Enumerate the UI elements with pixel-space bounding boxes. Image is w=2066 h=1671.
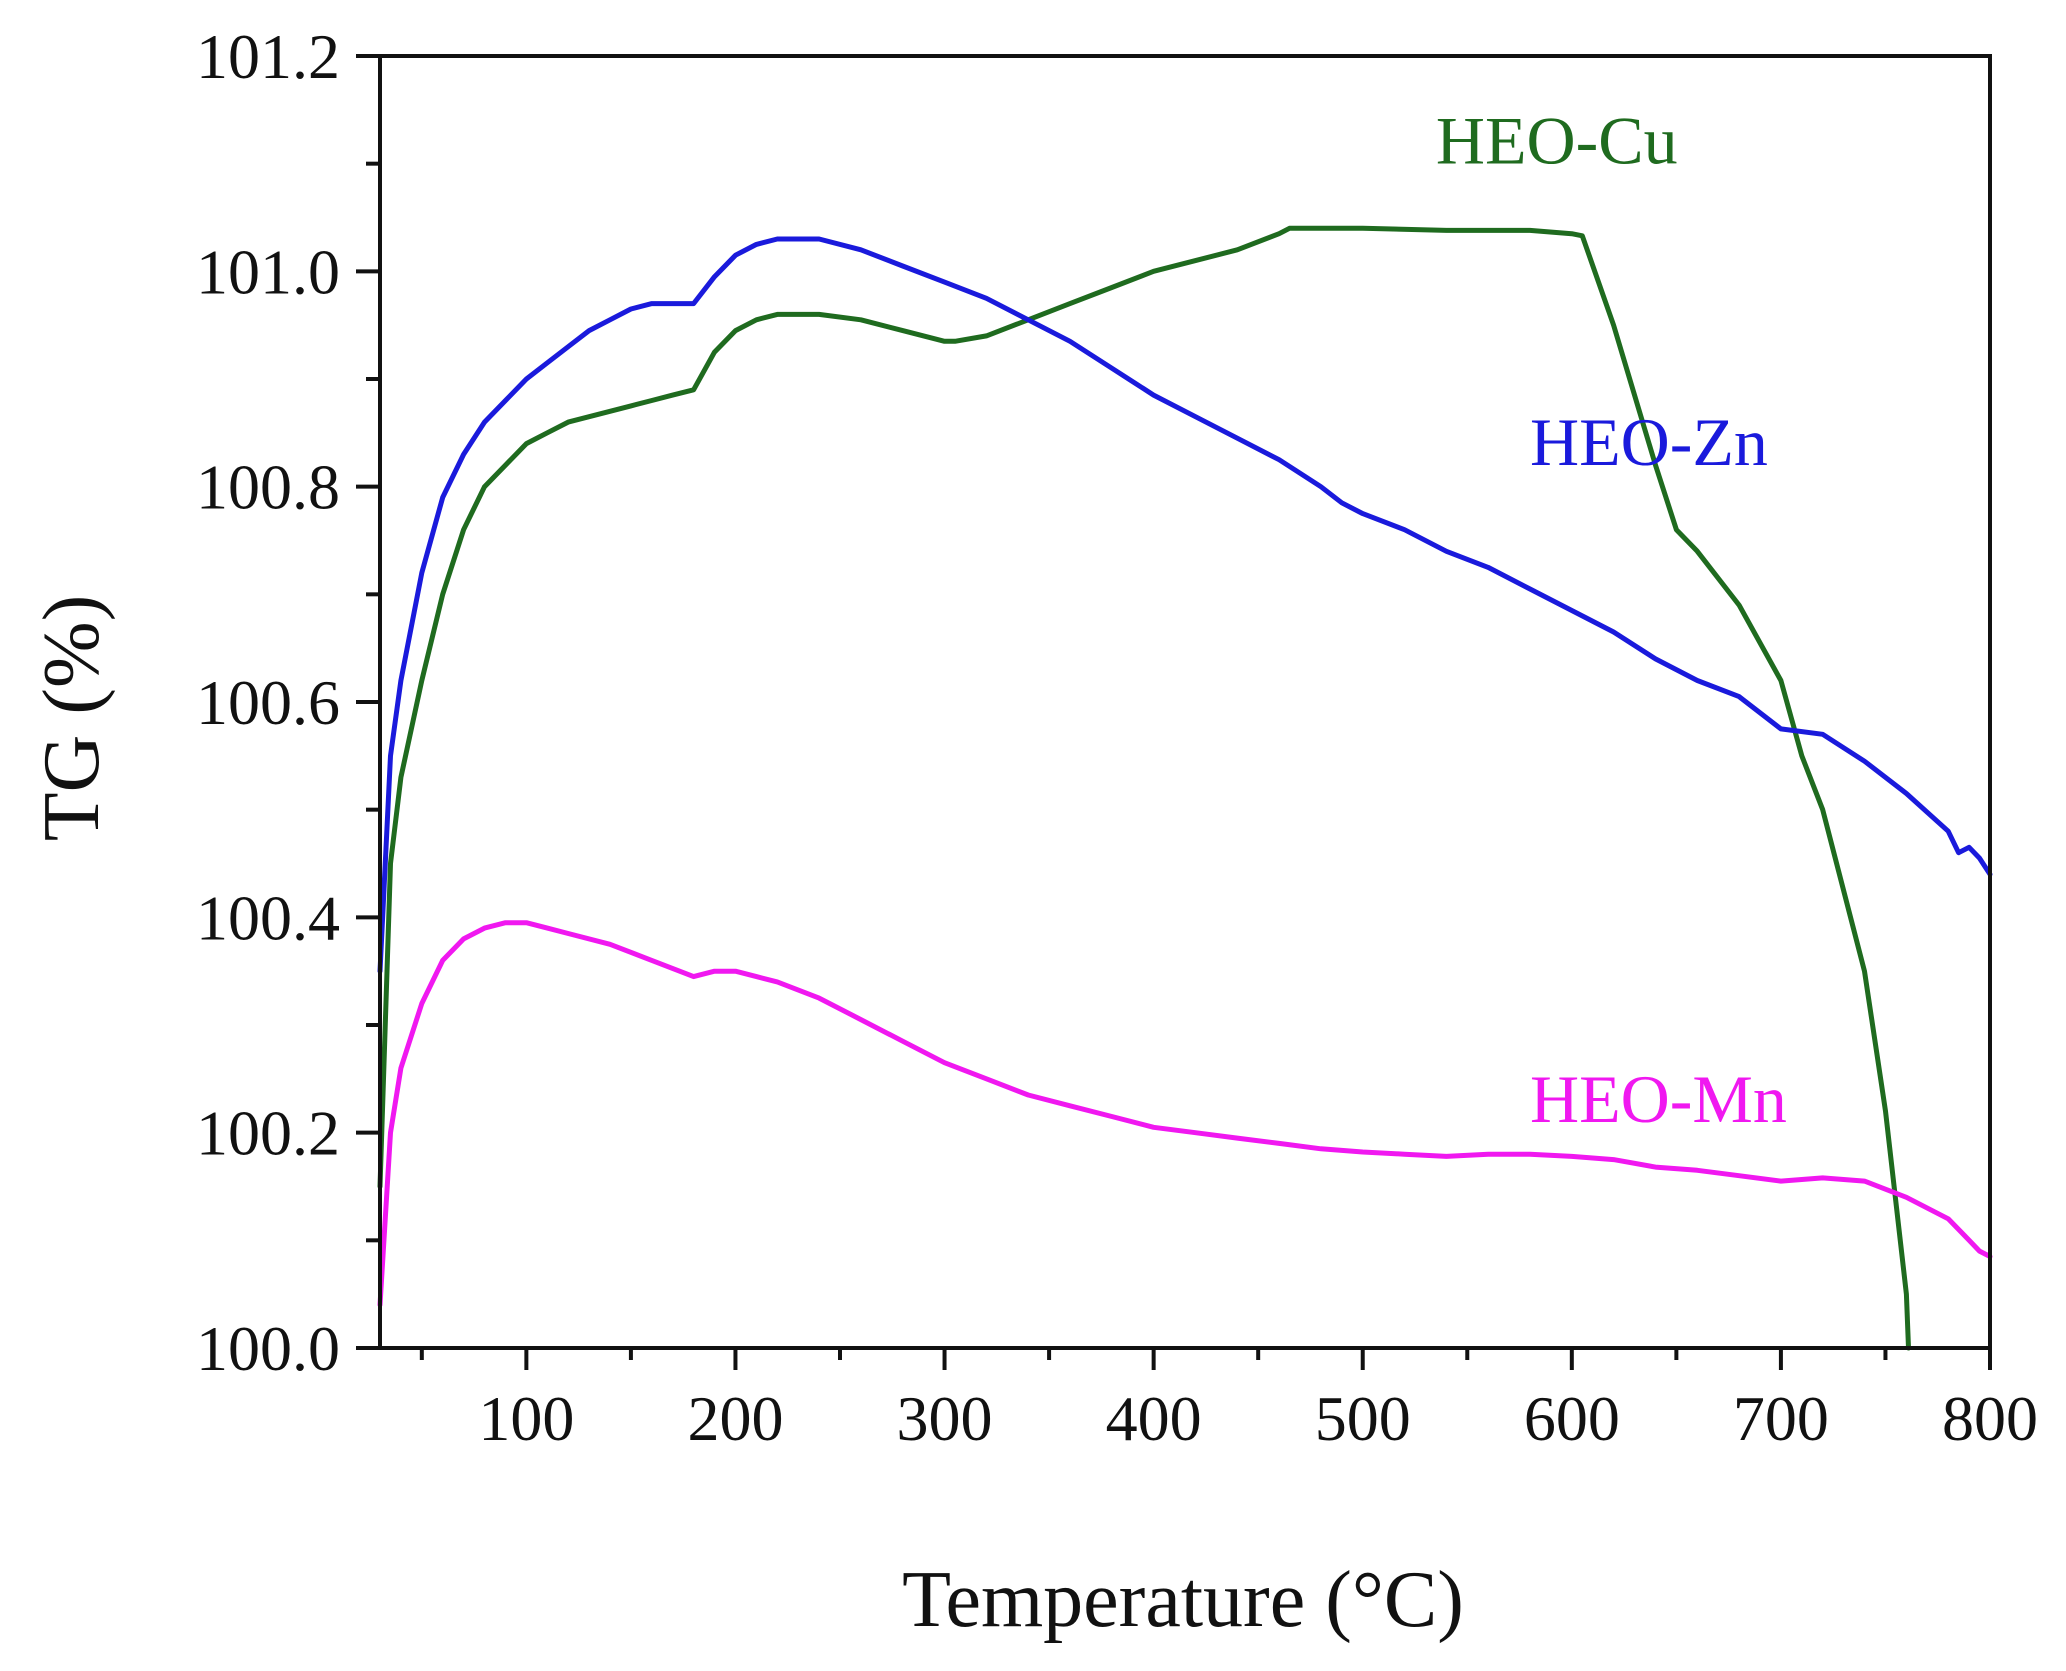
x-tick-label: 400 xyxy=(1106,1383,1202,1454)
series-line-heo-cu xyxy=(377,225,1911,1351)
series-labels: HEO-Cu HEO-Zn HEO-Mn xyxy=(1436,103,1787,1137)
series-label-heo-cu: HEO-Cu xyxy=(1436,103,1678,179)
y-tick-label: 100.6 xyxy=(196,667,340,738)
y-tick-label: 101.2 xyxy=(196,21,340,92)
ticks xyxy=(356,54,1992,1370)
series-label-heo-mn: HEO-Mn xyxy=(1530,1061,1787,1137)
y-tick-label: 100.4 xyxy=(196,882,340,953)
x-tick-label: 800 xyxy=(1942,1383,2038,1454)
y-axis-title: TG (%) xyxy=(28,595,116,842)
x-tick-label: 200 xyxy=(687,1383,783,1454)
x-tick-label: 100 xyxy=(478,1383,574,1454)
tick-labels: 100 200 300 400 500 600 700 800 100.0 100.2 100.4 1… xyxy=(196,21,2038,1454)
y-tick-label: 100.8 xyxy=(196,452,340,523)
plot-lines xyxy=(377,225,1993,1351)
y-tick-label: 100.2 xyxy=(196,1098,340,1169)
series-line-heo-mn xyxy=(377,920,1993,1308)
x-tick-label: 600 xyxy=(1524,1383,1620,1454)
x-tick-label: 500 xyxy=(1315,1383,1411,1454)
y-tick-label: 100.0 xyxy=(196,1313,340,1384)
y-tick-label: 101.0 xyxy=(196,236,340,307)
series-line-heo-zn xyxy=(377,236,1993,974)
x-tick-label: 300 xyxy=(897,1383,993,1454)
x-axis-title: Temperature (°C) xyxy=(902,1556,1464,1644)
series-label-heo-zn: HEO-Zn xyxy=(1530,404,1768,480)
x-tick-label: 700 xyxy=(1733,1383,1829,1454)
